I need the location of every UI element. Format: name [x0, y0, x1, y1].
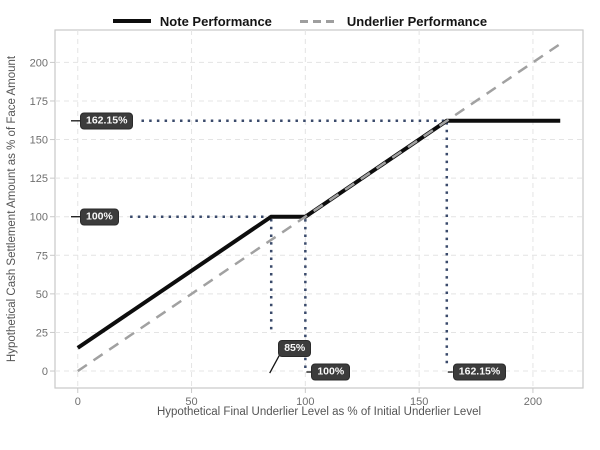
legend: Note Performance Underlier Performance [0, 11, 600, 31]
x-tick-label-100: 100 [296, 396, 314, 408]
legend-label-note: Note Performance [159, 13, 272, 29]
legend-item-note: Note Performance [112, 13, 272, 29]
y-tick-label-100: 100 [30, 212, 48, 224]
underlier-line-swatch [299, 19, 338, 23]
y-tick-label-175: 175 [30, 96, 48, 108]
legend-label-underlier: Underlier Performance [346, 13, 488, 29]
legend-item-underlier: Underlier Performance [299, 13, 488, 29]
annotation-leader-2 [269, 355, 280, 374]
underlier-performance-line [77, 42, 561, 373]
y-tick-label-25: 25 [36, 327, 48, 339]
x-tick-label-50: 50 [185, 396, 197, 408]
x-tick-label-200: 200 [524, 396, 542, 408]
y-tick-label-200: 200 [30, 57, 48, 69]
x-tick-label-150: 150 [410, 396, 428, 408]
note-line-swatch [112, 19, 151, 23]
x-tick-label-0: 0 [75, 396, 81, 408]
y-tick-label-125: 125 [30, 173, 48, 185]
y-tick-label-50: 50 [36, 289, 48, 301]
y-axis-title: Hypothetical Cash Settlement Amount as %… [6, 55, 18, 363]
y-tick-label-150: 150 [30, 135, 48, 147]
y-tick-label-0: 0 [42, 366, 48, 378]
x-axis-title: Hypothetical Final Underlier Level as % … [156, 406, 482, 418]
y-tick-label-75: 75 [36, 250, 48, 262]
